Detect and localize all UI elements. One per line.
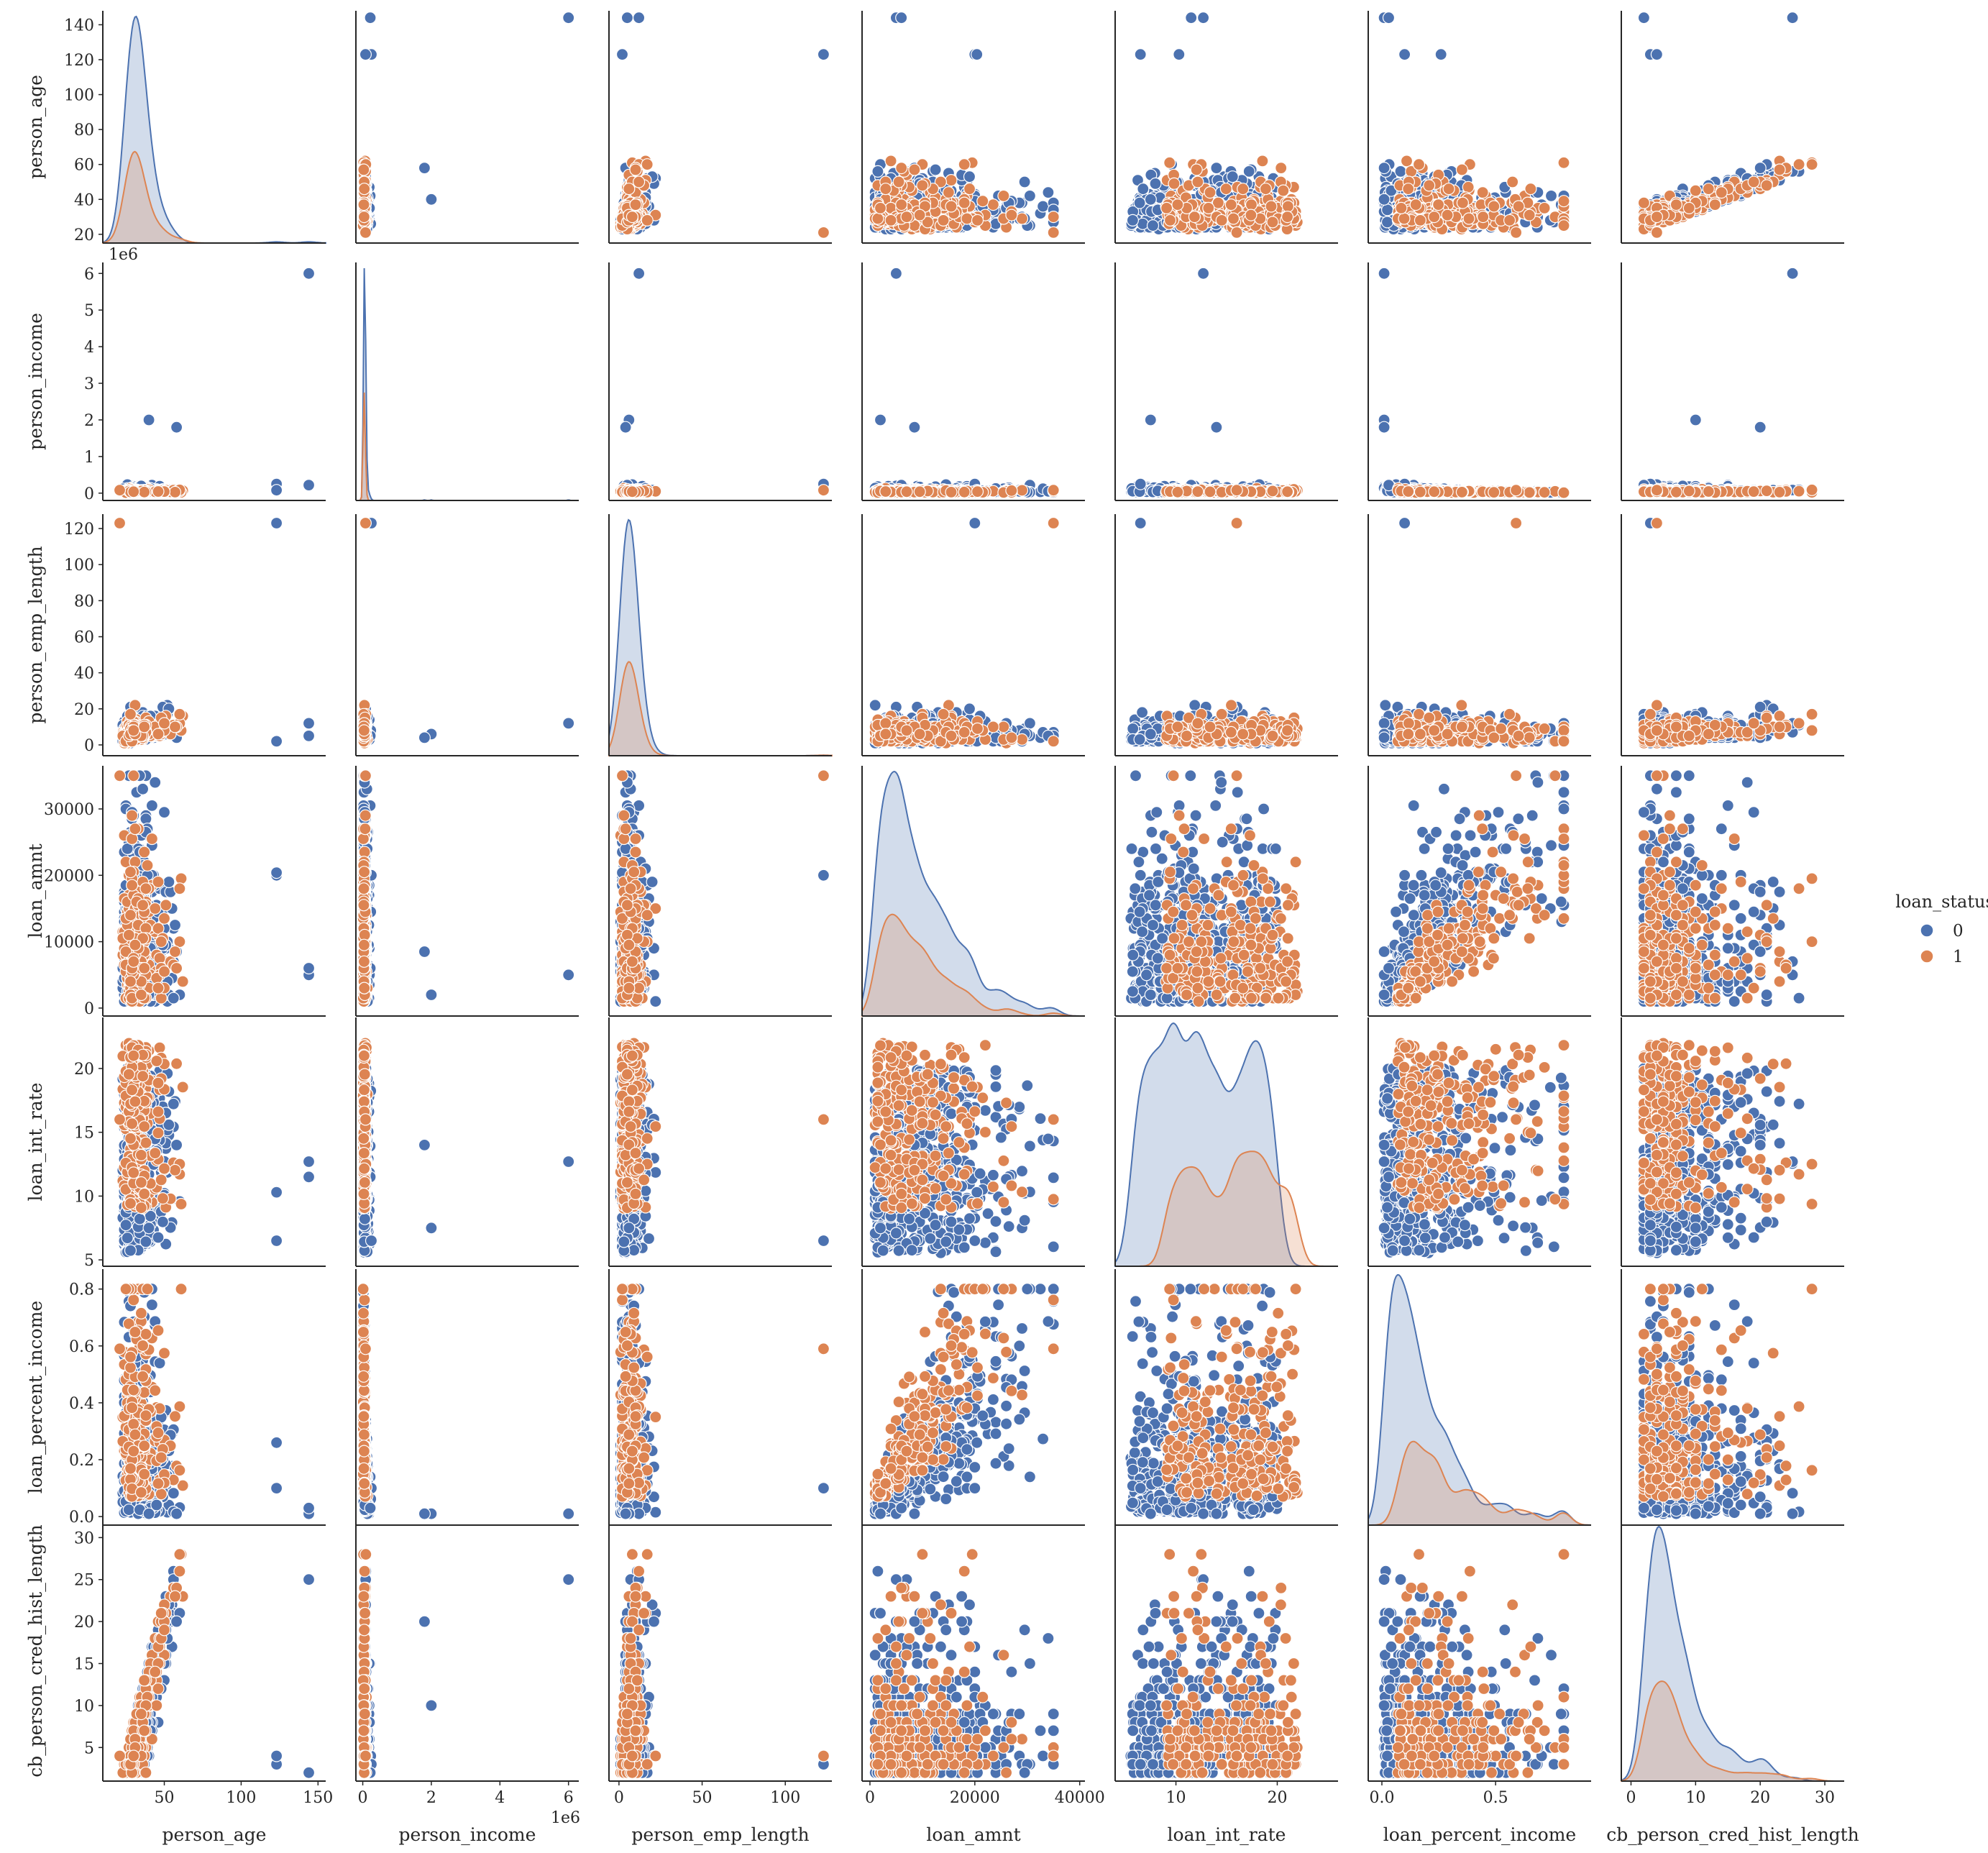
point-0 [359, 49, 371, 60]
y-tick-label: 140 [64, 17, 94, 35]
panel-person_age-vs-person_emp_length [609, 11, 832, 243]
point-0 [365, 12, 376, 24]
point-0 [426, 193, 437, 205]
pairplot-panels: 2040608010012014001234561e60204060801001… [44, 11, 1844, 1827]
y-tick-label: 100 [64, 87, 94, 105]
y-tick-label: 20 [74, 227, 94, 244]
point-1 [358, 211, 370, 223]
point-1 [358, 199, 370, 211]
kde-curve-1 [103, 152, 326, 243]
y-tick-label: 80 [74, 122, 94, 139]
y-tick-label: 120 [64, 52, 94, 70]
panel-person_age-vs-person_income [356, 11, 579, 243]
point-0 [418, 163, 430, 174]
point-1 [359, 183, 370, 195]
y-tick-label: 40 [74, 191, 94, 209]
y-tick-label: 60 [74, 157, 94, 175]
panel-person_age-vs-person_age: 20 40 60 80 100 120 140 [64, 11, 326, 244]
point-0 [563, 12, 574, 24]
point-1 [358, 164, 370, 175]
point-1 [359, 227, 371, 238]
